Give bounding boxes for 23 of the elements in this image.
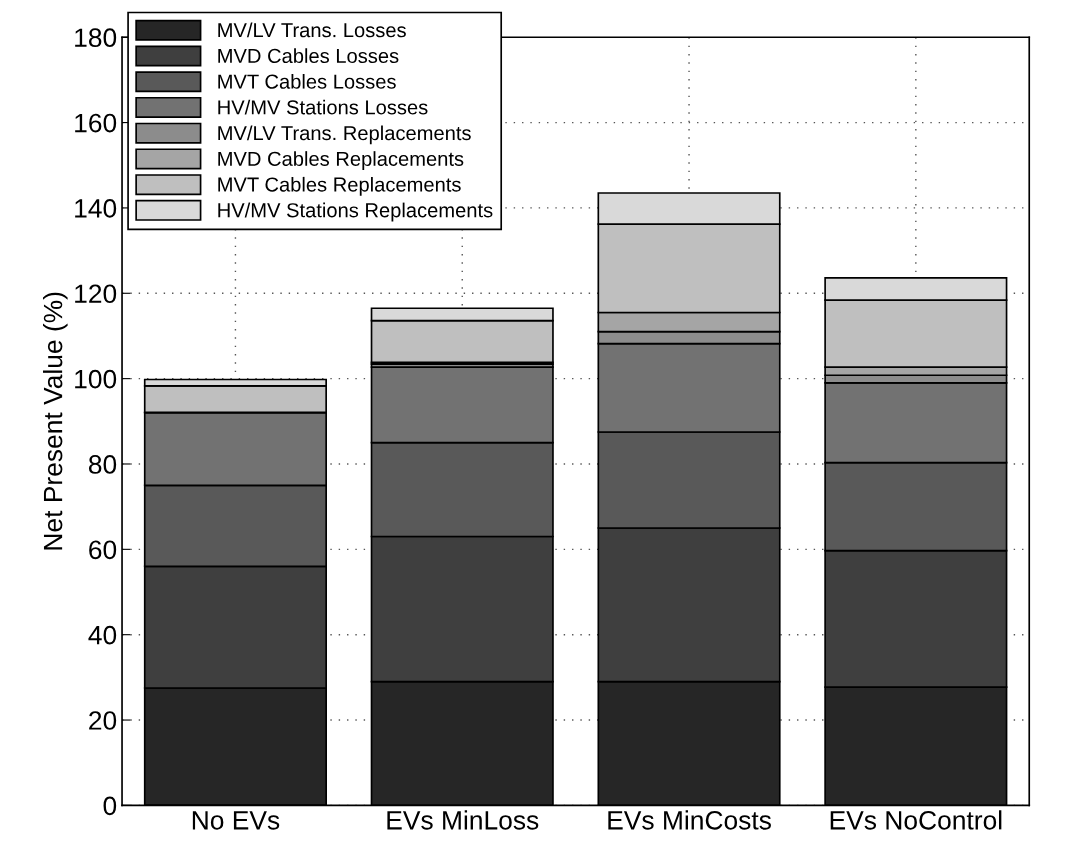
y-tick-label: 20	[89, 711, 117, 730]
x-tick-label: EVs MinLoss	[387, 810, 539, 830]
y-tick-label: 160	[75, 113, 117, 133]
y-tick-label: 80	[88, 455, 117, 474]
y-tick-label: 0	[103, 796, 117, 816]
y-tick-label: 140	[75, 199, 117, 218]
legend-label: MVT Cables Replacements	[218, 176, 461, 196]
y-tick-label: 40	[88, 625, 117, 645]
legend-label: HV/MV Stations Losses	[218, 99, 428, 115]
y-axis-title: Net Present Value (%)	[43, 292, 68, 550]
legend-label: MVD Cables Losses	[218, 48, 399, 64]
y-tick-label: 100	[75, 369, 117, 389]
legend-label: MVT Cables Losses	[218, 73, 396, 89]
y-tick-label: 120	[75, 284, 117, 304]
x-tick-label: EVs NoControl	[830, 810, 1002, 830]
legend-label: HV/MV Stations Replacements	[218, 202, 493, 222]
legend-label: MV/LV Trans. Losses	[218, 22, 406, 38]
x-tick-label: No EVs	[192, 811, 280, 830]
legend-label: MVD Cables Replacements	[218, 151, 464, 170]
y-tick-label: 60	[89, 540, 117, 560]
x-tick-label: EVs MinCosts	[608, 810, 771, 830]
legend-label: MV/LV Trans. Replacements	[218, 125, 471, 145]
y-tick-label: 180	[75, 28, 117, 48]
